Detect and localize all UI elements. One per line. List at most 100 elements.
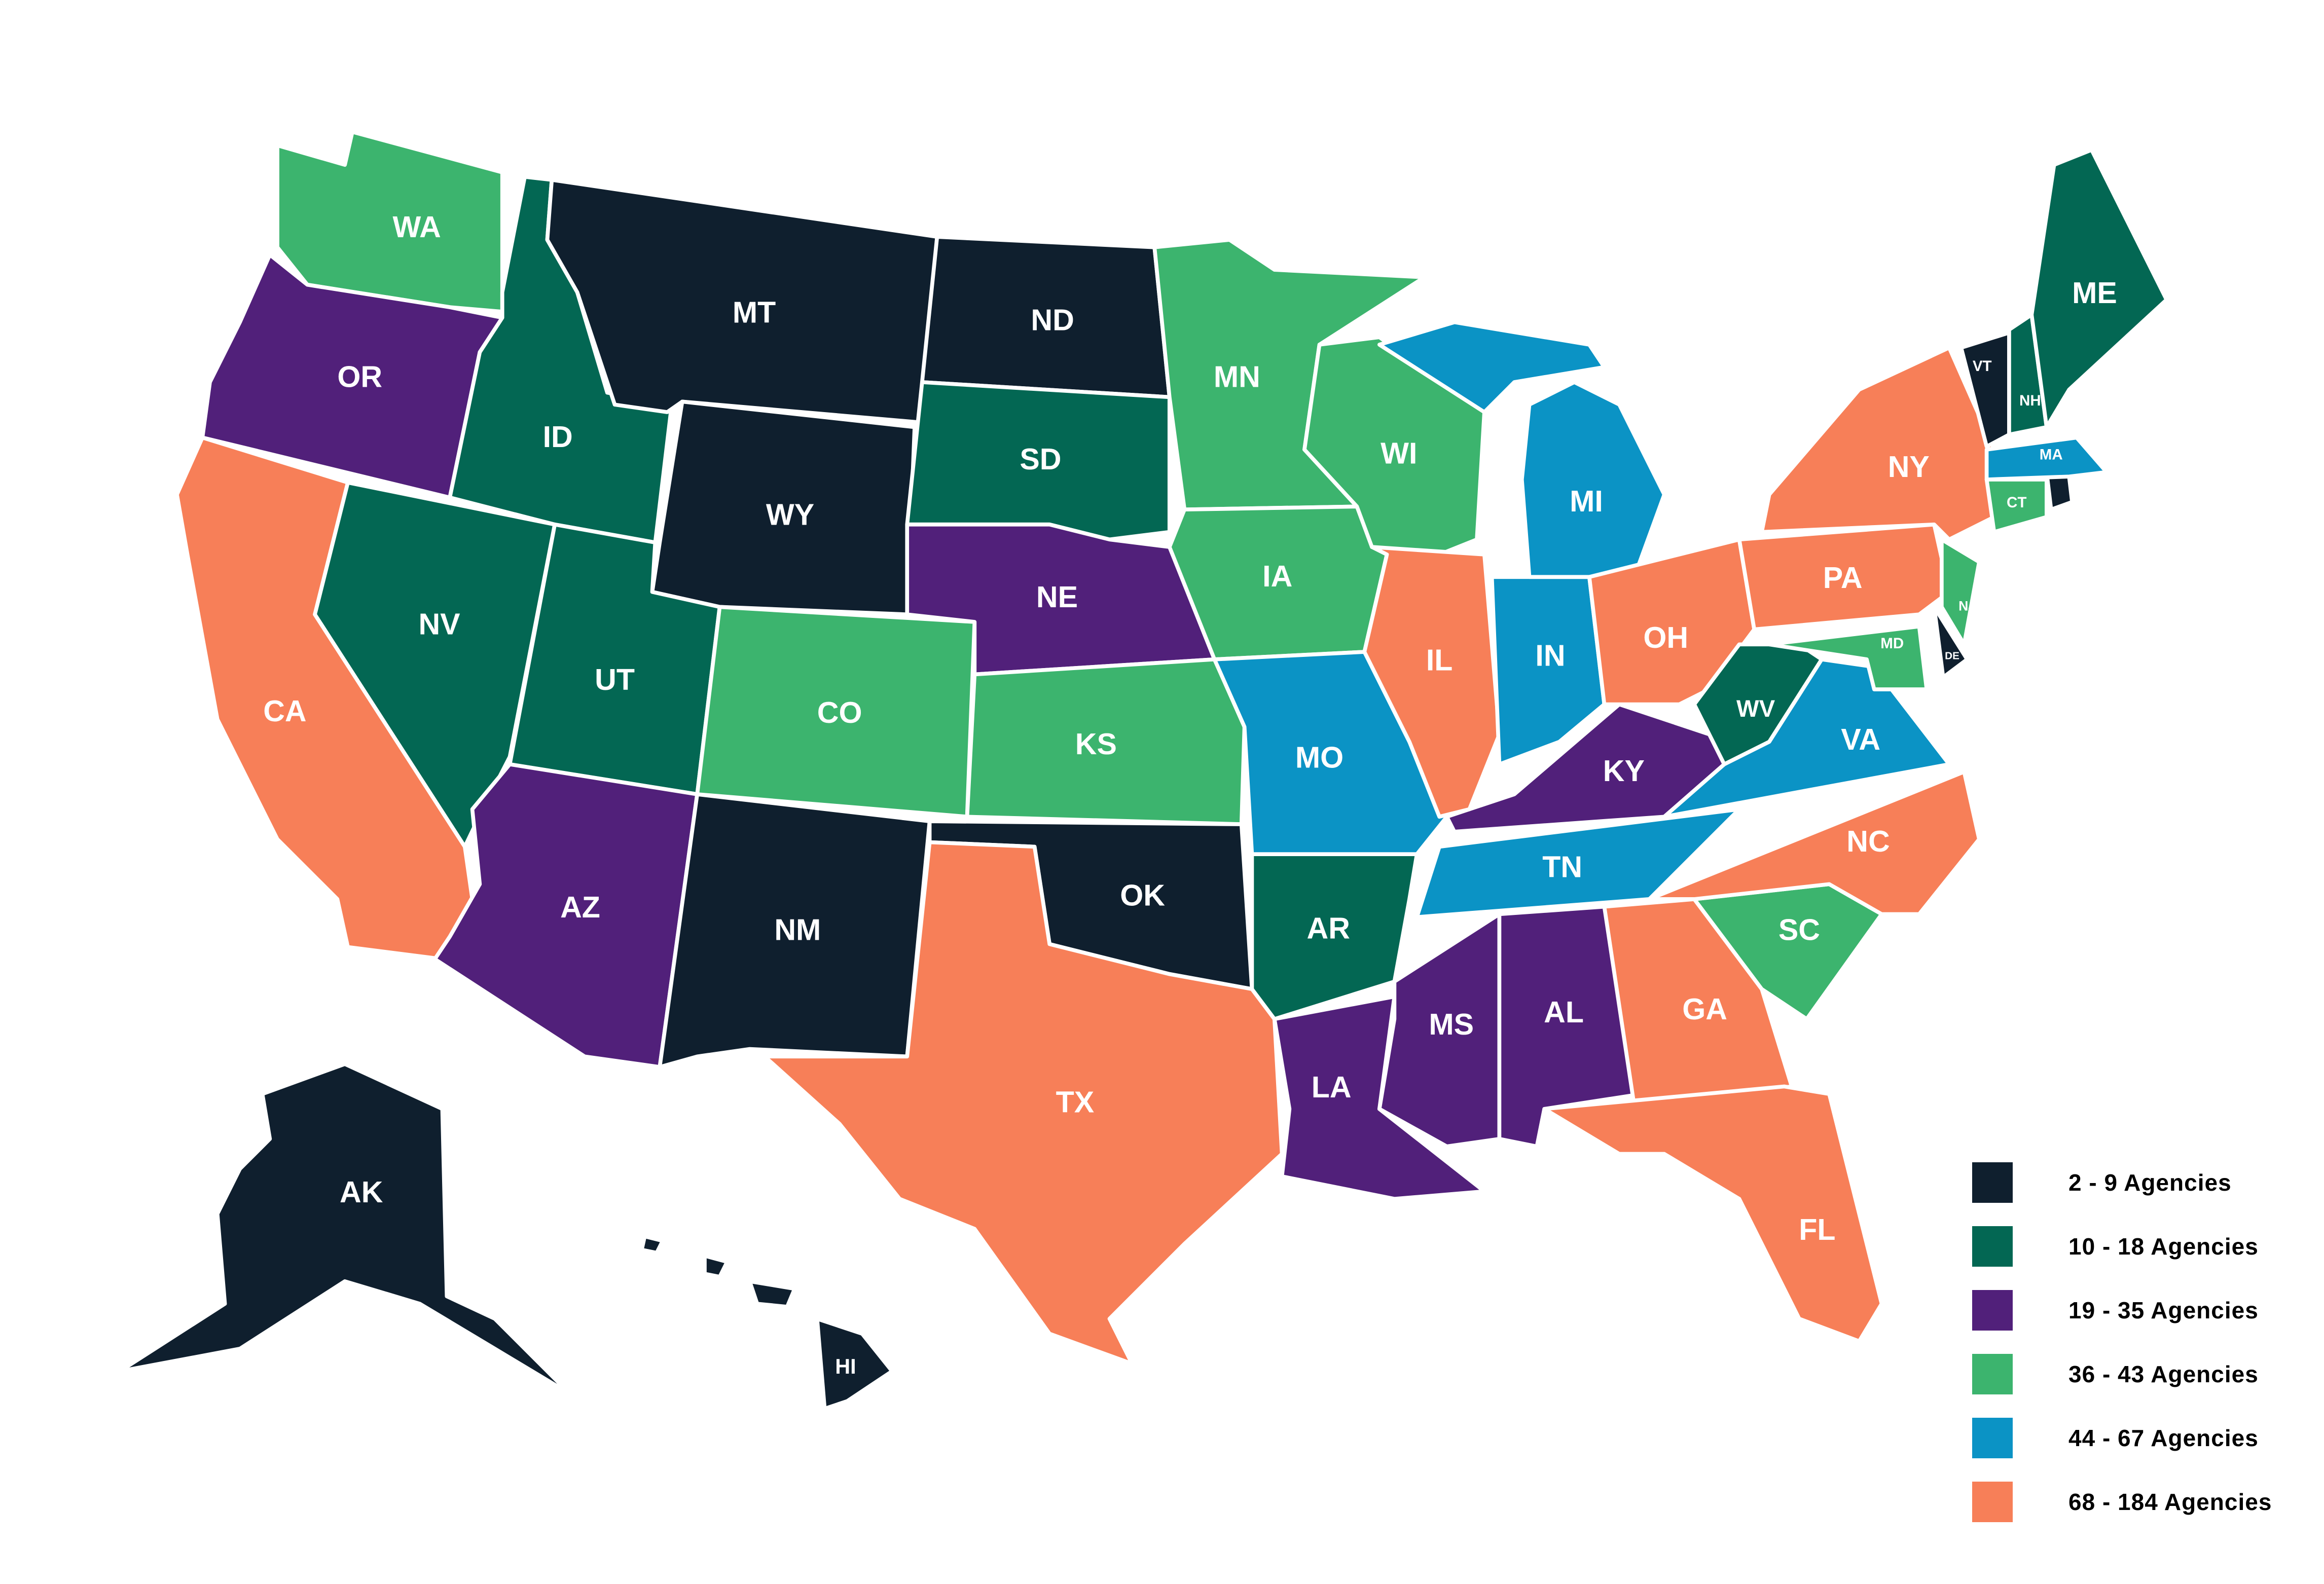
state-ak: AK <box>118 1062 572 1396</box>
state-co: CO <box>695 605 977 819</box>
legend-swatch <box>1972 1162 2013 1203</box>
state-shape <box>1662 657 1951 819</box>
legend-item: 2 - 9 Agencies <box>1972 1151 2272 1214</box>
legend-item: 10 - 18 Agencies <box>1972 1214 2272 1278</box>
state-label: CT <box>2007 494 2026 511</box>
state-label: NJ <box>1958 598 1976 613</box>
state-mi: MI <box>1377 320 1666 579</box>
state-label: NV <box>418 607 460 641</box>
state-label: ND <box>1031 303 1074 337</box>
state-shape <box>815 1316 894 1411</box>
legend-label: 10 - 18 Agencies <box>2068 1233 2259 1260</box>
state-label: SC <box>1778 913 1820 947</box>
state-label: WY <box>766 498 814 532</box>
state-shape <box>2029 148 2169 429</box>
state-va: VA <box>1662 657 1951 819</box>
state-label: KS <box>1075 727 1117 761</box>
state-label: OH <box>1643 620 1688 654</box>
state-hi: HI <box>639 1234 894 1411</box>
state-shape <box>1362 545 1502 819</box>
state-nc: NC <box>1647 769 1981 916</box>
state-label: VT <box>1973 358 1992 375</box>
state-de: DE <box>1932 605 1969 680</box>
state-label: CO <box>817 695 862 729</box>
state-label: MD <box>1880 635 1904 652</box>
state-nm: NM <box>658 792 932 1069</box>
state-ma: MA <box>1984 435 2109 482</box>
state-tx: TX <box>762 840 1284 1366</box>
state-shape <box>1760 346 1996 542</box>
legend-label: 2 - 9 Agencies <box>2068 1169 2232 1196</box>
legend-swatch <box>1972 1226 2013 1267</box>
state-shape <box>762 840 1284 1366</box>
state-ct: CT <box>1984 477 2049 534</box>
state-label: RI <box>2067 514 2080 528</box>
state-label: HI <box>835 1355 856 1378</box>
state-pa: PA <box>1737 522 1951 632</box>
state-label: NM <box>774 913 821 947</box>
state-shape <box>1519 380 1666 579</box>
state-ar: AR <box>1250 852 1419 1021</box>
state-nd: ND <box>920 235 1172 399</box>
state-fl: FL <box>1542 1084 1884 1343</box>
state-label: IL <box>1426 643 1453 677</box>
state-md: MD <box>1767 624 1929 691</box>
legend-swatch <box>1972 1418 2013 1458</box>
legend-item: 68 - 184 Agencies <box>1972 1470 2272 1534</box>
state-shape <box>965 657 1247 826</box>
state-label: IN <box>1535 639 1565 673</box>
state-label: MO <box>1295 741 1343 775</box>
state-label: AZ <box>560 890 600 924</box>
legend-item: 19 - 35 Agencies <box>1972 1278 2272 1342</box>
legend-label: 19 - 35 Agencies <box>2068 1297 2259 1323</box>
legend-label: 68 - 184 Agencies <box>2068 1489 2272 1515</box>
state-shape <box>1377 320 1607 414</box>
state-shape <box>1767 624 1929 691</box>
state-label: VA <box>1841 722 1880 756</box>
state-label: NE <box>1036 580 1078 614</box>
state-shape <box>1940 537 1981 647</box>
state-me: ME <box>2029 148 2169 429</box>
state-shape <box>703 1254 730 1279</box>
state-sd: SD <box>905 380 1172 542</box>
state-label: KY <box>1603 754 1645 788</box>
state-label: NH <box>2019 392 2041 409</box>
state-label: NY <box>1888 450 1930 484</box>
state-label: WV <box>1736 695 1775 722</box>
state-ny: NY <box>1760 346 1996 542</box>
state-label: ME <box>2072 276 2117 310</box>
state-az: AZ <box>432 762 700 1069</box>
state-label: AR <box>1307 911 1350 945</box>
legend-swatch <box>1972 1482 2013 1522</box>
state-label: DE <box>1945 650 1959 661</box>
state-shape <box>639 1234 665 1255</box>
state-ri: RI <box>2045 470 2080 528</box>
state-nj: NJ <box>1940 537 1981 647</box>
state-shape <box>1647 769 1981 916</box>
state-label: AL <box>1544 995 1584 1029</box>
legend-item: 44 - 67 Agencies <box>1972 1406 2272 1470</box>
state-il: IL <box>1362 545 1502 819</box>
state-label: FL <box>1799 1212 1835 1246</box>
state-label: CA <box>263 694 306 728</box>
state-label: NC <box>1846 824 1890 858</box>
legend: 2 - 9 Agencies 10 - 18 Agencies 19 - 35 … <box>1972 1151 2272 1534</box>
legend-item: 36 - 43 Agencies <box>1972 1342 2272 1406</box>
state-label: TX <box>1056 1085 1095 1119</box>
state-label: LA <box>1312 1070 1352 1104</box>
state-label: AK <box>340 1175 383 1209</box>
state-shape <box>1414 807 1741 919</box>
state-label: PA <box>1823 561 1863 595</box>
state-label: WA <box>393 210 441 244</box>
state-oh: OH <box>1587 537 1757 707</box>
state-label: OR <box>337 360 382 394</box>
state-label: MS <box>1429 1007 1474 1041</box>
state-label: MA <box>2040 447 2063 463</box>
state-shape <box>118 1062 572 1396</box>
state-label: UT <box>595 662 635 696</box>
state-label: SD <box>1020 442 1061 476</box>
state-wy: WY <box>650 399 917 617</box>
state-shape <box>1932 605 1969 680</box>
legend-swatch <box>1972 1290 2013 1331</box>
legend-label: 44 - 67 Agencies <box>2068 1425 2259 1451</box>
